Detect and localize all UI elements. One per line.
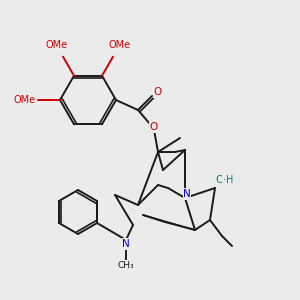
Text: O: O — [150, 122, 158, 132]
Text: N: N — [183, 189, 191, 199]
Text: OMe: OMe — [45, 40, 68, 50]
Text: O: O — [216, 175, 224, 185]
Text: O: O — [154, 87, 162, 97]
Text: ·H: ·H — [223, 175, 233, 185]
Text: OMe: OMe — [108, 40, 130, 50]
Text: N: N — [122, 239, 130, 249]
Text: CH₃: CH₃ — [118, 260, 134, 269]
Text: OMe: OMe — [14, 95, 36, 105]
